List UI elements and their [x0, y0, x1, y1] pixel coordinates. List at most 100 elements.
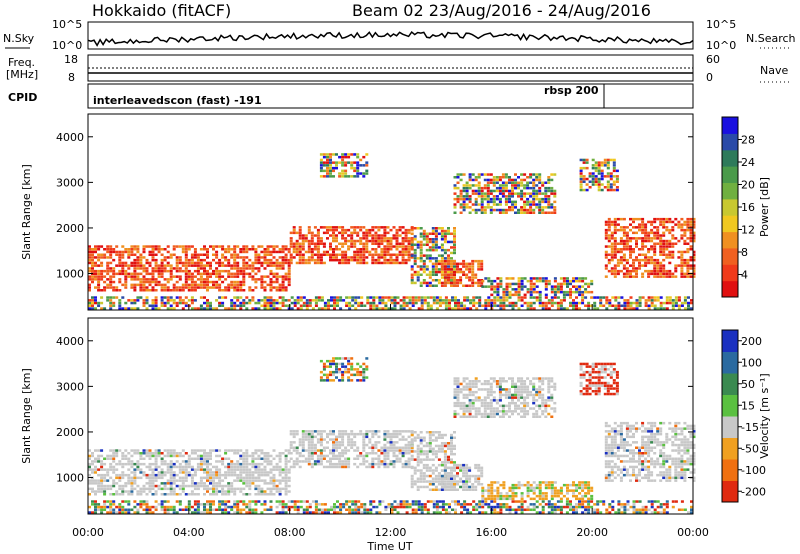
heatmap-cell [453, 382, 457, 386]
heatmap-cell [295, 432, 299, 436]
heatmap-cell [242, 261, 246, 265]
heatmap-cell [520, 304, 524, 307]
heatmap-cell [353, 256, 357, 259]
heatmap-cell [239, 479, 243, 482]
heatmap-cell [626, 307, 630, 310]
heatmap-cell [431, 472, 435, 475]
heatmap-cell [154, 296, 158, 299]
heatmap-cell [437, 254, 441, 257]
heatmap-cell [133, 272, 137, 276]
heatmap-cell [187, 471, 191, 474]
heatmap-cell [278, 468, 282, 471]
heatmap-cell [266, 275, 270, 278]
heatmap-cell [322, 261, 326, 265]
heatmap-cell [359, 370, 363, 374]
heatmap-cell [263, 493, 267, 496]
heatmap-cell [218, 272, 222, 276]
heatmap-cell [148, 289, 152, 292]
heatmap-cell [553, 288, 557, 291]
heatmap-cell [610, 237, 614, 240]
heatmap-cell [301, 239, 305, 243]
heatmap-cell [662, 258, 666, 262]
heatmap-cell [145, 473, 149, 477]
heatmap-cell [529, 181, 533, 184]
heatmap-cell [94, 482, 97, 485]
heatmap-cell [419, 477, 423, 480]
heatmap-cell [284, 482, 288, 485]
heatmap-cell [218, 468, 222, 471]
heatmap-cell [471, 262, 475, 266]
heatmap-cell [130, 299, 134, 302]
heatmap-cell [251, 482, 255, 485]
heatmap-cell [680, 258, 684, 262]
heatmap-cell [175, 256, 179, 259]
heatmap-cell [326, 446, 329, 449]
heatmap-cell [319, 462, 323, 466]
heatmap-cell [350, 379, 354, 382]
heatmap-cell [468, 197, 472, 201]
heatmap-cell [316, 432, 320, 436]
heatmap-cell [401, 239, 405, 243]
power-heatmap [88, 153, 696, 310]
heatmap-cell [196, 253, 200, 256]
heatmap-cell [553, 206, 557, 209]
heatmap-cell [544, 288, 548, 291]
heatmap-cell [659, 307, 663, 310]
heatmap-cell [477, 480, 481, 483]
heatmap-cell [374, 258, 378, 262]
heatmap-cell [523, 178, 527, 182]
heatmap-cell [254, 493, 258, 496]
heatmap-cell [245, 449, 249, 452]
heatmap-cell [450, 488, 453, 491]
heatmap-cell [160, 471, 164, 474]
heatmap-cell [332, 258, 335, 262]
heatmap-cell [187, 289, 191, 292]
heatmap-cell [344, 432, 348, 436]
heatmap-cell [172, 307, 176, 310]
heatmap-cell [333, 296, 336, 299]
heatmap-cell [514, 304, 518, 307]
heatmap-cell [456, 404, 460, 408]
colorbar-tick-label: 24 [741, 156, 755, 169]
heatmap-cell [428, 474, 432, 478]
heatmap-cell [468, 488, 472, 491]
heatmap-cell [103, 457, 107, 460]
heatmap-cell [582, 177, 586, 181]
heatmap-cell [689, 223, 693, 226]
heatmap-cell [175, 301, 179, 305]
heatmap-cell [644, 258, 648, 262]
heatmap-cell [614, 299, 618, 302]
heatmap-cell [683, 250, 687, 254]
heatmap-cell [310, 432, 314, 436]
heatmap-cell [392, 226, 396, 229]
heatmap-cell [266, 460, 270, 463]
nsky-frame [87, 21, 694, 50]
heatmap-cell [332, 362, 335, 366]
heatmap-cell [332, 175, 335, 178]
heatmap-cell [242, 289, 246, 292]
heatmap-cell [112, 482, 116, 485]
heatmap-cell [486, 203, 490, 206]
heatmap-cell [163, 471, 167, 474]
heatmap-cell [218, 449, 222, 452]
heatmap-cell [489, 208, 493, 212]
heatmap-cell [380, 446, 384, 449]
heatmap-cell [402, 307, 406, 310]
heatmap-cell [109, 304, 113, 307]
heatmap-cell [251, 275, 255, 278]
heatmap-cell [329, 457, 332, 460]
heatmap-cell [383, 452, 387, 455]
heatmap-cell [625, 239, 629, 243]
heatmap-cell [148, 261, 152, 265]
heatmap-cell [151, 272, 155, 276]
heatmap-cell [341, 231, 345, 235]
heatmap-cell [351, 296, 355, 299]
heatmap-cell [625, 267, 629, 270]
heatmap-cell [395, 248, 399, 251]
heatmap-cell [272, 487, 276, 491]
heatmap-cell [390, 296, 394, 299]
heatmap-cell [88, 479, 91, 482]
heatmap-cell [203, 487, 206, 491]
heatmap-cell [157, 449, 161, 452]
heatmap-cell [296, 301, 300, 305]
